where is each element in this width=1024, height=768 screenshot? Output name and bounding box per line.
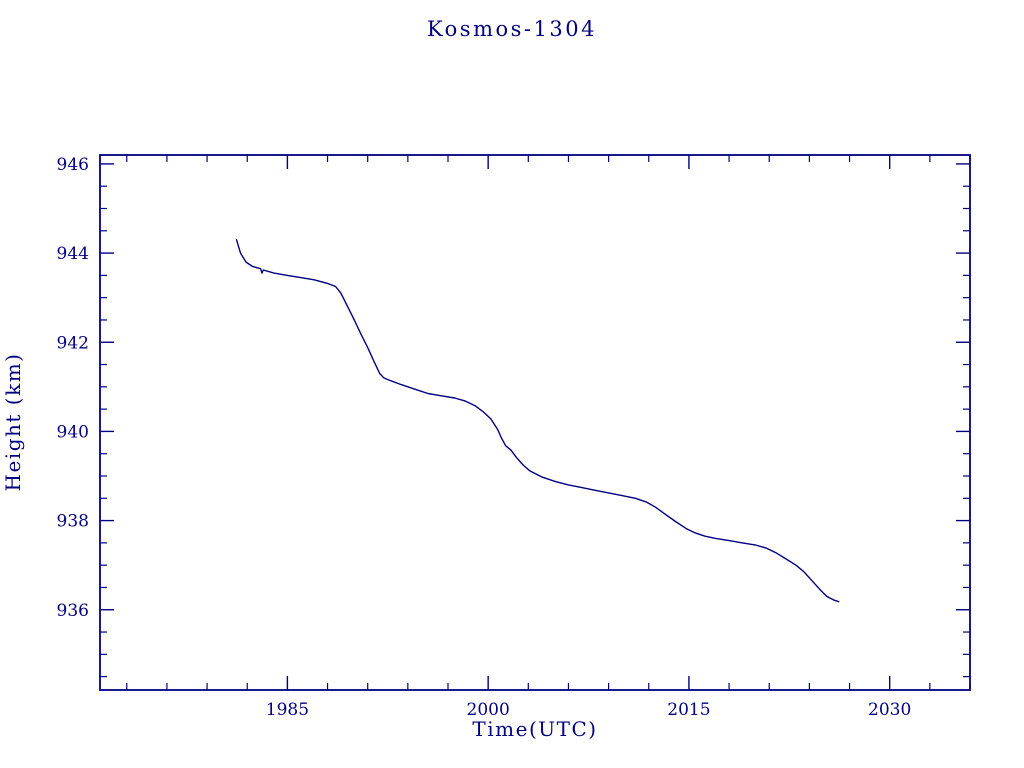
plot-area: 1985 2000 2015 2030 936 938 940 942 944 946 (57, 154, 971, 720)
y-tick-label: 940 (57, 422, 89, 442)
data-line (235, 238, 840, 603)
y-tick-label: 946 (57, 155, 89, 175)
y-tick-label: 944 (57, 244, 89, 264)
x-tick-label: 1985 (266, 700, 309, 720)
y-tick-label: 938 (57, 512, 89, 532)
y-tick-label: 936 (57, 601, 89, 621)
x-tick-label: 2000 (467, 700, 510, 720)
x-axis-label: Time(UTC) (472, 717, 597, 741)
chart-title: Kosmos-1304 (427, 17, 597, 41)
x-tick-label: 2030 (868, 700, 911, 720)
x-tick-label: 2015 (667, 700, 710, 720)
y-tick-label: 942 (57, 333, 89, 353)
y-axis-label: Height (km) (1, 353, 25, 492)
plot-border (99, 154, 971, 691)
